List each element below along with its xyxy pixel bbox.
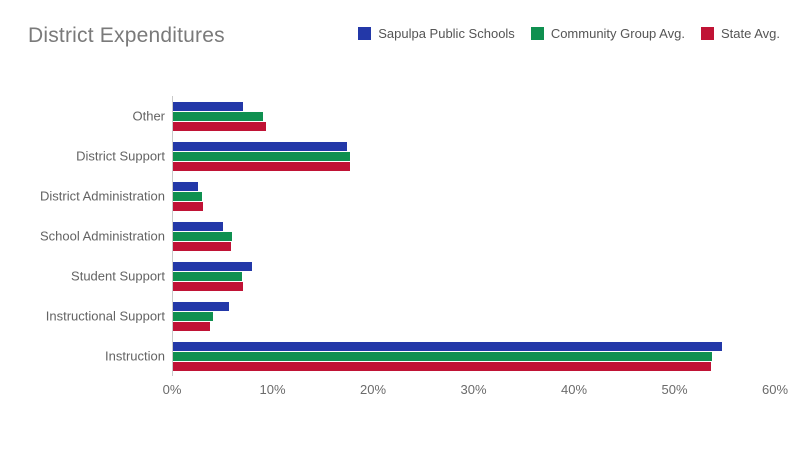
legend-swatch-icon xyxy=(530,27,544,40)
bar-state-avg-other[interactable] xyxy=(173,121,267,131)
bar-state-avg-district-administration[interactable] xyxy=(173,201,204,211)
bar-sapulpa-public-schools-district-administration[interactable] xyxy=(173,181,199,191)
bar-group xyxy=(173,261,776,291)
legend-item-state-avg[interactable]: State Avg. xyxy=(700,26,780,41)
legend: Sapulpa Public Schools Community Group Av… xyxy=(358,26,780,41)
bar-sapulpa-public-schools-instructional-support[interactable] xyxy=(173,301,230,311)
plot-area: Other District Support District Administra… xyxy=(40,96,776,376)
bar-sapulpa-public-schools-district-support[interactable] xyxy=(173,141,347,151)
category-row-school-administration: School Administration xyxy=(40,216,776,256)
x-tick-label: 20% xyxy=(359,382,387,397)
bar-community-group-avg-district-administration[interactable] xyxy=(173,191,203,201)
bar-state-avg-instruction[interactable] xyxy=(173,361,711,371)
category-label: District Administration xyxy=(40,188,165,204)
bar-group xyxy=(173,221,776,251)
bar-community-group-avg-instruction[interactable] xyxy=(173,351,712,361)
bar-community-group-avg-school-administration[interactable] xyxy=(173,231,233,241)
category-row-district-support: District Support xyxy=(76,136,776,176)
x-axis: 0% 10% 20% 30% 40% 50% 60% xyxy=(163,382,788,398)
legend-label: Community Group Avg. xyxy=(550,26,685,41)
category-label: Other xyxy=(132,108,165,124)
category-row-instruction: Instruction xyxy=(105,336,776,376)
legend-swatch-icon xyxy=(358,27,372,40)
bar-sapulpa-public-schools-student-support[interactable] xyxy=(173,261,253,271)
bar-sapulpa-public-schools-instruction[interactable] xyxy=(173,341,722,351)
bar-community-group-avg-student-support[interactable] xyxy=(173,271,243,281)
x-tick-label: 40% xyxy=(560,382,588,397)
legend-swatch-icon xyxy=(700,27,714,40)
category-row-instructional-support: Instructional Support xyxy=(46,296,776,336)
plot-rows: Other District Support District Administra… xyxy=(40,96,776,376)
bar-state-avg-student-support[interactable] xyxy=(173,281,244,291)
category-label: Student Support xyxy=(71,268,165,284)
category-row-district-administration: District Administration xyxy=(40,176,776,216)
x-tick-label: 30% xyxy=(460,382,487,397)
x-tick-label: 10% xyxy=(259,382,286,397)
bar-state-avg-district-support[interactable] xyxy=(173,161,350,171)
legend-label: State Avg. xyxy=(720,26,780,41)
legend-label: Sapulpa Public Schools xyxy=(378,26,515,41)
chart-title: District Expenditures xyxy=(28,24,225,47)
category-label: Instructional Support xyxy=(45,308,165,324)
category-row-student-support: Student Support xyxy=(71,256,776,296)
x-tick-label: 50% xyxy=(661,382,688,397)
bar-community-group-avg-other[interactable] xyxy=(173,111,264,121)
bar-community-group-avg-district-support[interactable] xyxy=(173,151,350,161)
legend-item-sapulpa-public-schools[interactable]: Sapulpa Public Schools xyxy=(358,26,515,41)
category-label: Instruction xyxy=(105,348,165,364)
category-label: District Support xyxy=(76,148,165,164)
legend-item-community-group-avg[interactable]: Community Group Avg. xyxy=(530,26,685,41)
x-tick-label: 0% xyxy=(162,382,182,397)
bar-group xyxy=(173,141,776,171)
bar-group xyxy=(173,301,776,331)
x-tick-label: 60% xyxy=(761,382,789,397)
bar-community-group-avg-instructional-support[interactable] xyxy=(173,311,214,321)
bar-group xyxy=(173,101,776,131)
bar-group xyxy=(173,181,776,211)
category-row-other: Other xyxy=(132,96,776,136)
bar-sapulpa-public-schools-school-administration[interactable] xyxy=(173,221,224,231)
bar-group xyxy=(173,341,776,371)
bar-state-avg-school-administration[interactable] xyxy=(173,241,232,251)
bar-state-avg-instructional-support[interactable] xyxy=(173,321,211,331)
bar-sapulpa-public-schools-other[interactable] xyxy=(173,101,244,111)
category-label: School Administration xyxy=(39,228,165,244)
